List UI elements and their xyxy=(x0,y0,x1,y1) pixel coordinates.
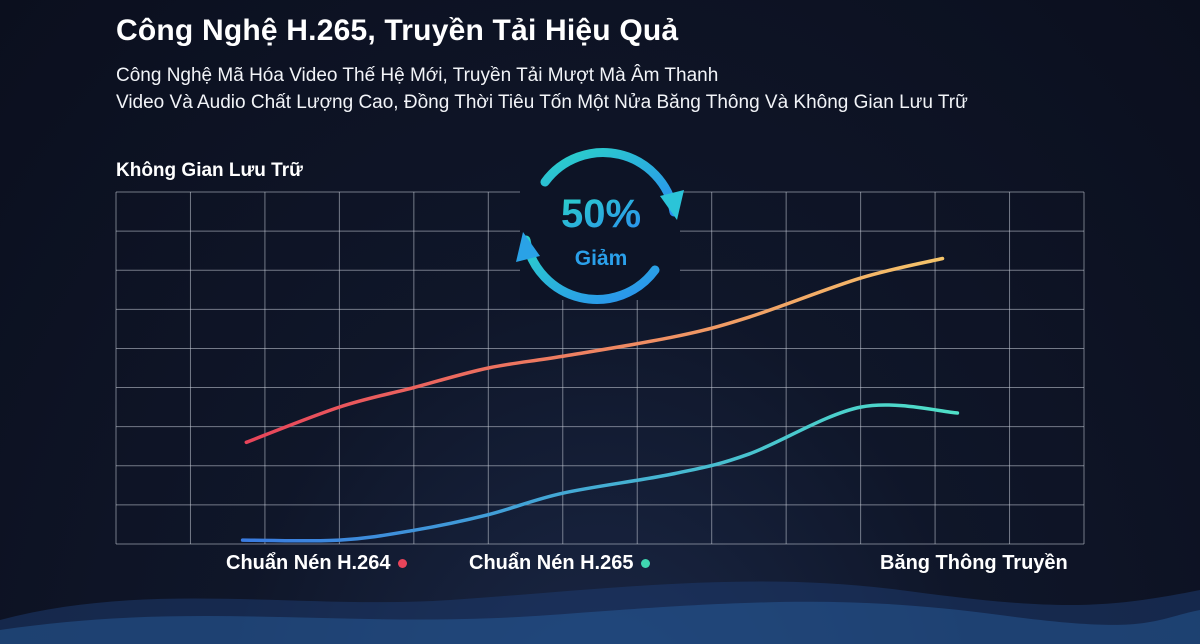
legend-h265-dot xyxy=(641,559,651,568)
badge-arrow-top xyxy=(660,190,684,220)
badge-value: 50% xyxy=(561,192,641,236)
badge-arc-top xyxy=(540,148,679,217)
reduction-badge: 50% Giảm xyxy=(516,148,684,304)
chart-series xyxy=(240,256,960,543)
legend-h264-dot xyxy=(398,559,408,568)
page-subtitle: Công Nghệ Mã Hóa Video Thế Hệ Mới, Truyề… xyxy=(116,62,1176,116)
chart-canvas: 50% Giảm xyxy=(115,148,1085,545)
legend-h264-label: Chuẩn Nén H.264 xyxy=(226,552,391,574)
badge-arrow-bottom xyxy=(516,232,540,262)
badge-arc-bottom xyxy=(521,235,660,304)
subtitle-line-2: Video Và Audio Chất Lượng Cao, Đồng Thời… xyxy=(116,92,968,113)
series-line-h264 xyxy=(244,256,945,445)
decorative-wave xyxy=(0,581,1200,644)
legend-h265-label: Chuẩn Nén H.265 xyxy=(469,552,634,574)
legend-h264: Chuẩn Nén H.264 xyxy=(226,552,408,575)
badge-label: Giảm xyxy=(575,247,628,270)
page-title: Công Nghệ H.265, Truyền Tải Hiệu Quả xyxy=(116,14,679,47)
x-axis-label: Băng Thông Truyền xyxy=(880,552,1068,574)
series-line-h265 xyxy=(240,403,960,543)
legend-h265: Chuẩn Nén H.265 xyxy=(469,552,651,575)
chart-grid xyxy=(115,191,1085,545)
y-axis-label: Không Gian Lưu Trữ xyxy=(116,160,303,181)
subtitle-line-1: Công Nghệ Mã Hóa Video Thế Hệ Mới, Truyề… xyxy=(116,65,719,86)
